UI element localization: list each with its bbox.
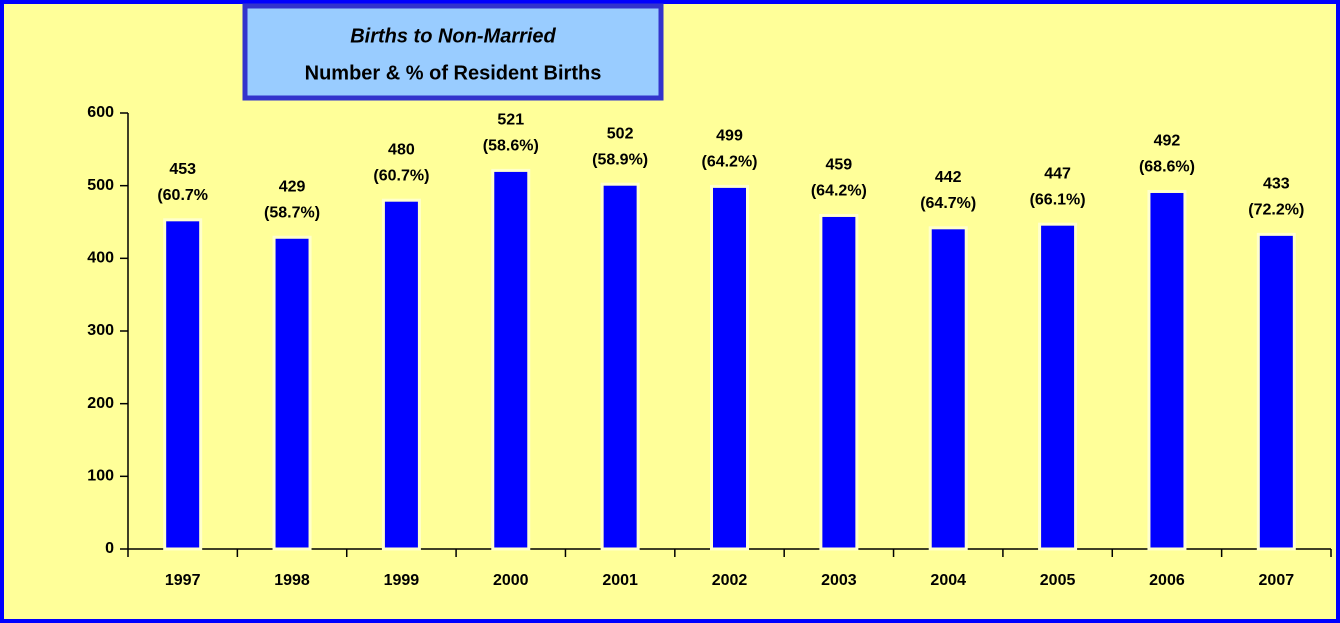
y-tick-label: 500 [87, 177, 114, 194]
share-label: (58.9%) [592, 151, 648, 168]
value-label: 453 [169, 161, 196, 178]
share-label: (58.6%) [483, 138, 539, 155]
chart-title: Births to Non-Married [350, 25, 556, 47]
value-label: 433 [1263, 176, 1290, 193]
value-label: 442 [935, 169, 962, 186]
chart-subtitle: Number & % of Resident Births [305, 62, 602, 84]
y-tick-label: 600 [87, 104, 114, 121]
value-label: 480 [388, 141, 415, 158]
bar [381, 198, 421, 551]
share-label: (60.7%) [373, 167, 429, 184]
share-label: (72.2%) [1248, 202, 1304, 219]
x-tick-label: 1998 [274, 572, 310, 589]
bar [819, 213, 859, 551]
x-tick-label: 2003 [821, 572, 857, 589]
bar [928, 226, 968, 551]
bar [710, 184, 749, 551]
bar [491, 168, 531, 551]
share-label: (68.6%) [1139, 159, 1195, 176]
value-label: 447 [1044, 165, 1071, 182]
share-label: (60.7% [157, 187, 208, 204]
x-tick-label: 1999 [384, 572, 420, 589]
share-label: (64.7%) [920, 195, 976, 212]
y-tick-label: 100 [87, 468, 114, 485]
title-box [242, 3, 664, 101]
x-tick-label: 2007 [1259, 572, 1295, 589]
value-label: 459 [826, 157, 853, 174]
y-tick-label: 0 [105, 540, 114, 557]
value-label: 499 [716, 128, 743, 145]
bar [1256, 232, 1296, 551]
y-tick-label: 300 [87, 322, 114, 339]
x-tick-label: 2000 [493, 572, 529, 589]
x-tick-label: 2004 [930, 572, 966, 589]
value-label: 492 [1154, 133, 1181, 150]
value-label: 502 [607, 125, 634, 142]
y-tick-label: 200 [87, 395, 114, 412]
share-label: (64.2%) [701, 154, 757, 171]
share-label: (66.1%) [1030, 191, 1086, 208]
bar [600, 182, 640, 551]
bar [163, 218, 203, 551]
x-tick-label: 2002 [712, 572, 748, 589]
bar [1147, 189, 1187, 551]
bar [272, 235, 312, 551]
x-tick-label: 2005 [1040, 572, 1076, 589]
x-tick-label: 2006 [1149, 572, 1185, 589]
x-tick-label: 1997 [165, 572, 201, 589]
share-label: (64.2%) [811, 183, 867, 200]
y-tick-label: 400 [87, 250, 114, 267]
value-label: 429 [279, 178, 306, 195]
value-label: 521 [497, 112, 524, 129]
share-label: (58.7%) [264, 204, 320, 221]
x-tick-label: 2001 [602, 572, 638, 589]
bar [1038, 222, 1078, 551]
